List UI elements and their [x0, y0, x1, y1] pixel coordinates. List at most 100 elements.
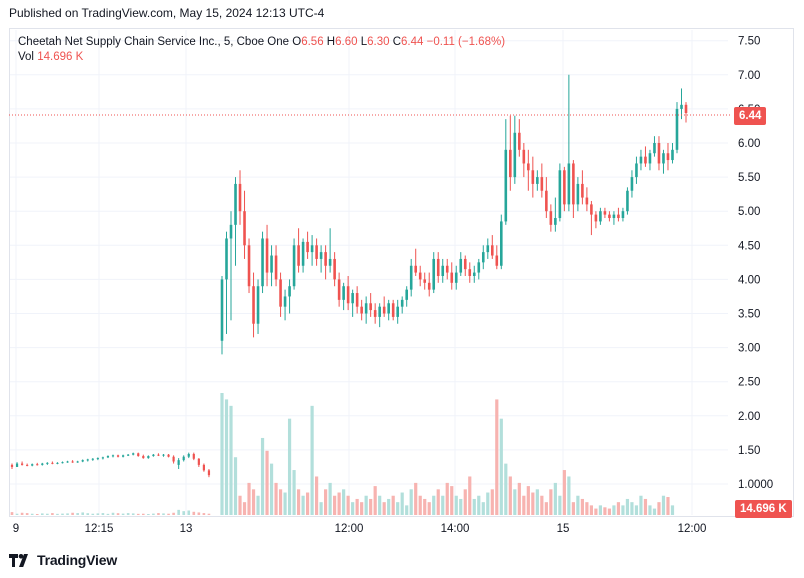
time-tick-label: 14:00	[441, 523, 470, 535]
volume-value: 14.696 K	[37, 51, 84, 63]
volume-bar	[315, 476, 319, 515]
price-tick-label: 1.50	[738, 445, 760, 457]
candle-body	[167, 454, 170, 457]
volume-bar	[51, 513, 54, 515]
candle-body	[51, 462, 54, 464]
volume-bar	[30, 513, 34, 515]
volume-bar	[319, 502, 323, 515]
candle-body	[418, 272, 422, 280]
tradingview-brand-text: TradingView	[37, 552, 118, 568]
volume-bar	[571, 502, 575, 515]
candle-body	[182, 456, 185, 461]
footer-branding[interactable]: TradingView	[9, 550, 117, 570]
published-caption: Published on TradingView.com, May 15, 20…	[9, 6, 325, 20]
volume-bar	[360, 502, 364, 515]
volume-bar	[96, 513, 100, 515]
volume-bar	[131, 513, 135, 515]
open-value: 6.56	[301, 36, 324, 48]
candle-body	[639, 156, 643, 164]
volume-bar	[278, 489, 283, 515]
candle-body	[157, 454, 160, 456]
volume-bar	[603, 507, 607, 515]
volume-bar	[86, 513, 90, 515]
candle-body	[346, 286, 350, 304]
open-label: O	[292, 36, 302, 48]
candle-body	[337, 279, 341, 300]
volume-bar	[391, 495, 395, 515]
volume-bar	[594, 508, 598, 515]
candle-body	[10, 464, 14, 467]
volume-bar	[229, 405, 233, 515]
price-tick-label: 3.00	[738, 343, 760, 355]
volume-bar	[182, 511, 185, 515]
time-tick-label: 13	[180, 523, 193, 535]
candle-body	[630, 177, 634, 191]
volume-bar	[224, 399, 229, 515]
volume-bar	[301, 495, 305, 515]
volume-bar	[387, 498, 391, 515]
volume-bar	[364, 495, 368, 515]
candle-body	[265, 238, 269, 273]
volume-bar	[46, 513, 49, 515]
candle-body	[360, 306, 363, 314]
candle-body	[76, 461, 79, 463]
volume-bar	[41, 513, 44, 515]
volume-bar	[81, 512, 84, 515]
volume-bar	[242, 502, 247, 515]
candle-body	[333, 258, 336, 280]
candle-body	[187, 453, 190, 457]
volume-bar	[445, 482, 449, 515]
volume-bar	[126, 513, 130, 515]
volume-bar	[472, 498, 476, 515]
candle-body	[297, 245, 300, 266]
volume-bar	[324, 489, 328, 515]
candle-body	[279, 279, 282, 307]
volume-bar	[558, 495, 562, 515]
volume-bar	[373, 486, 377, 515]
candle-body	[315, 245, 318, 259]
last-volume-tag: 14.696 K	[735, 500, 792, 518]
candle-body	[310, 245, 314, 253]
candle-body	[306, 241, 309, 253]
candle-body	[450, 272, 454, 283]
candle-body	[152, 454, 155, 457]
tradingview-logo-icon	[9, 553, 28, 567]
candle-body	[590, 204, 593, 215]
volume-bar	[612, 505, 616, 515]
volume-bar	[351, 502, 355, 515]
candle-body	[342, 286, 345, 300]
candle-body	[432, 258, 436, 290]
candle-body	[225, 238, 228, 280]
candle-body	[46, 462, 49, 464]
volume-bar	[418, 495, 422, 515]
candle-body	[603, 211, 607, 215]
time-axis: 9 12:15 13 12:00 14:00 15 12:00	[13, 523, 707, 535]
volume-bar	[400, 492, 404, 515]
volume-bar	[172, 512, 175, 515]
volume-bar	[192, 511, 196, 515]
candle-body	[644, 156, 647, 164]
candle-body	[567, 163, 571, 205]
volume-bar	[643, 498, 648, 515]
candle-body	[56, 462, 59, 464]
volume-bar	[157, 513, 160, 515]
candle-body	[127, 454, 130, 456]
candle-body	[657, 143, 661, 164]
candle-body	[283, 296, 287, 307]
candle-body	[675, 108, 679, 150]
change-value: −0.11 (−1.68%)	[426, 36, 506, 48]
candle-body	[594, 214, 598, 222]
candle-body	[472, 272, 476, 276]
volume-bar	[305, 492, 310, 515]
candle-body	[621, 211, 625, 219]
volume-bar	[20, 512, 24, 515]
volume-series	[10, 393, 675, 515]
volume-bar	[648, 505, 652, 515]
candle-body	[101, 457, 104, 459]
high-label: H	[326, 36, 336, 48]
volume-bar	[106, 513, 110, 515]
chart-frame[interactable]	[9, 28, 794, 517]
volume-bar	[355, 498, 359, 515]
candle-body	[635, 163, 638, 178]
